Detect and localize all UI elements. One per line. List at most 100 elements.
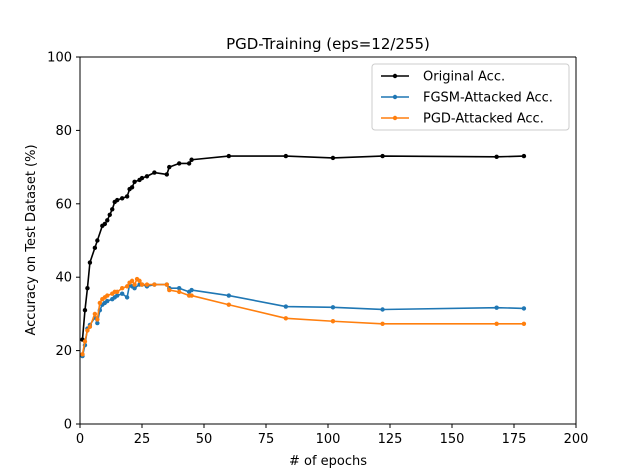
data-point-pgd-attacked-acc xyxy=(85,328,90,333)
x-tick-label: 75 xyxy=(258,432,275,447)
data-point-fgsm-attacked-acc xyxy=(226,293,231,298)
data-point-pgd-attacked-acc xyxy=(139,282,145,287)
data-point-original-acc xyxy=(177,161,182,166)
data-point-pgd-attacked-acc xyxy=(494,321,499,327)
data-point-pgd-attacked-acc xyxy=(119,286,125,291)
data-point-fgsm-attacked-acc xyxy=(132,286,137,291)
data-point-pgd-attacked-acc xyxy=(115,289,120,295)
data-point-fgsm-attacked-acc xyxy=(380,307,385,312)
data-point-original-acc xyxy=(330,155,336,161)
data-point-pgd-attacked-acc xyxy=(80,352,85,357)
data-point-pgd-attacked-acc xyxy=(521,321,527,327)
data-point-fgsm-attacked-acc xyxy=(115,293,120,298)
legend-entry-pgd-attacked-acc: PGD-Attacked Acc. xyxy=(381,112,544,127)
data-point-original-acc xyxy=(152,170,157,175)
data-point-original-acc xyxy=(380,153,385,159)
y-tick-label: 20 xyxy=(55,344,72,359)
y-tick-label: 80 xyxy=(55,124,72,139)
data-point-original-acc xyxy=(139,175,145,181)
y-tick-label: 100 xyxy=(47,51,72,66)
data-point-original-acc xyxy=(189,157,194,162)
data-point-fgsm-attacked-acc xyxy=(189,287,194,293)
legend-entry-original-acc: Original Acc. xyxy=(381,70,505,85)
series-layer xyxy=(80,153,527,359)
data-point-original-acc xyxy=(167,164,172,170)
data-point-original-acc xyxy=(107,212,112,218)
x-axis-label: # of epochs xyxy=(289,454,367,469)
x-tick-label: 200 xyxy=(564,432,589,447)
data-point-original-acc xyxy=(105,218,110,223)
data-point-original-acc xyxy=(129,185,135,190)
data-point-fgsm-attacked-acc xyxy=(521,306,527,311)
data-point-original-acc xyxy=(132,179,137,184)
data-point-original-acc xyxy=(115,197,120,203)
x-tick-label: 0 xyxy=(76,432,84,447)
data-point-pgd-attacked-acc xyxy=(95,317,100,322)
x-tick-label: 125 xyxy=(378,432,403,447)
legend-entry-fgsm-attacked-acc: FGSM-Attacked Acc. xyxy=(381,91,553,106)
data-point-pgd-attacked-acc xyxy=(380,321,385,327)
data-point-pgd-attacked-acc xyxy=(97,300,103,306)
legend-label: Original Acc. xyxy=(423,70,505,85)
data-point-pgd-attacked-acc xyxy=(167,287,172,293)
data-point-original-acc xyxy=(124,194,130,199)
x-tick-label: 100 xyxy=(316,432,341,447)
y-tick-label: 0 xyxy=(64,418,72,433)
data-point-pgd-attacked-acc xyxy=(164,282,169,287)
legend-label: FGSM-Attacked Acc. xyxy=(423,91,553,106)
legend-swatch-marker xyxy=(392,115,398,121)
data-point-original-acc xyxy=(186,161,192,166)
data-point-original-acc xyxy=(85,286,90,291)
data-point-pgd-attacked-acc xyxy=(226,302,231,307)
data-point-original-acc xyxy=(102,221,108,227)
data-point-pgd-attacked-acc xyxy=(137,278,142,284)
data-point-original-acc xyxy=(82,308,88,313)
data-point-pgd-attacked-acc xyxy=(132,282,137,287)
data-point-original-acc xyxy=(494,154,499,160)
data-point-pgd-attacked-acc xyxy=(177,289,182,295)
x-tick-label: 25 xyxy=(134,432,151,447)
data-point-pgd-attacked-acc xyxy=(144,282,150,287)
data-point-pgd-attacked-acc xyxy=(92,311,98,317)
data-point-pgd-attacked-acc xyxy=(152,282,157,287)
y-tick-label: 40 xyxy=(55,271,72,286)
data-point-original-acc xyxy=(87,260,93,265)
data-point-pgd-attacked-acc xyxy=(129,278,135,284)
series-line-pgd-attacked-acc xyxy=(81,278,524,355)
data-point-pgd-attacked-acc xyxy=(283,316,289,321)
data-point-pgd-attacked-acc xyxy=(105,293,110,298)
data-point-original-acc xyxy=(283,153,289,159)
data-point-original-acc xyxy=(521,153,527,159)
x-tick-label: 50 xyxy=(196,432,213,447)
legend-swatch-marker xyxy=(392,94,398,100)
data-point-pgd-attacked-acc xyxy=(124,284,130,289)
x-tick-label: 175 xyxy=(502,432,527,447)
data-point-original-acc xyxy=(95,238,100,243)
data-point-original-acc xyxy=(119,196,125,201)
data-point-original-acc xyxy=(110,207,115,212)
data-point-fgsm-attacked-acc xyxy=(124,295,130,300)
legend-swatch-marker xyxy=(392,73,398,79)
data-point-pgd-attacked-acc xyxy=(330,319,336,324)
data-point-pgd-attacked-acc xyxy=(82,339,88,344)
legend-label: PGD-Attacked Acc. xyxy=(423,112,544,127)
y-axis-label: Accuracy on Test Dataset (%) xyxy=(24,144,39,335)
y-axis-ticks: 0 20 40 60 80 100 xyxy=(47,51,80,433)
chart-title: PGD-Training (eps=12/255) xyxy=(226,35,430,53)
data-point-original-acc xyxy=(144,174,150,179)
data-point-fgsm-attacked-acc xyxy=(177,286,182,291)
data-point-pgd-attacked-acc xyxy=(87,324,93,329)
y-tick-label: 60 xyxy=(55,197,72,212)
data-point-fgsm-attacked-acc xyxy=(95,320,100,326)
data-point-fgsm-attacked-acc xyxy=(330,305,336,310)
data-point-fgsm-attacked-acc xyxy=(494,305,499,310)
series-pgd-attacked-acc xyxy=(80,276,527,357)
x-axis-ticks: 0 25 50 75 100 125 150 175 200 xyxy=(76,424,589,447)
data-point-original-acc xyxy=(226,153,231,159)
x-tick-label: 150 xyxy=(440,432,465,447)
data-point-original-acc xyxy=(164,172,169,177)
data-point-fgsm-attacked-acc xyxy=(283,304,289,309)
legend-box xyxy=(371,63,570,131)
data-point-original-acc xyxy=(92,245,98,251)
